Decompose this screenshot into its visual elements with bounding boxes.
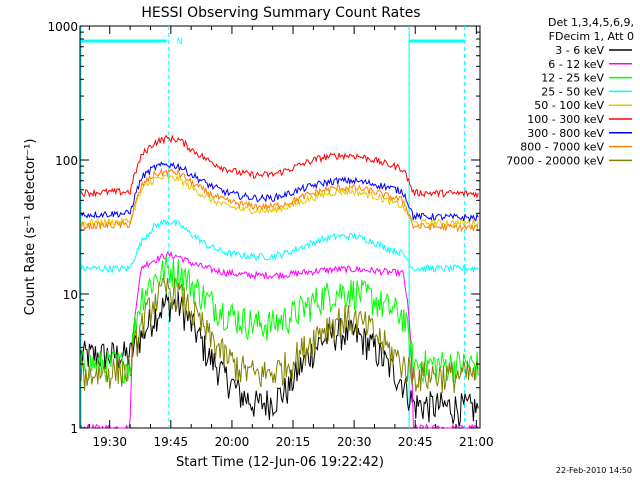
- legend-label: 800 - 7000 keV: [520, 141, 604, 154]
- x-tick-label: 19:45: [154, 435, 189, 449]
- x-tick-label: 21:00: [459, 435, 494, 449]
- x-tick-label: 19:30: [92, 435, 127, 449]
- legend-header-line-1: Det 1,3,4,5,6,9,: [548, 16, 634, 29]
- series-line-1: [80, 250, 479, 430]
- plot-frame: [79, 25, 481, 429]
- legend-label: 12 - 25 keV: [541, 72, 604, 85]
- x-tick-label: 20:00: [215, 435, 250, 449]
- y-tick-label: 1000: [47, 20, 78, 34]
- series-layer: [80, 134, 479, 430]
- series-line-7: [80, 167, 479, 233]
- legend-label: 100 - 300 keV: [527, 113, 604, 126]
- series-line-0: [80, 291, 479, 427]
- y-tick-label: 10: [63, 288, 78, 302]
- x-tick-label: 20:15: [276, 435, 311, 449]
- x-axis-label: Start Time (12-Jun-06 19:22:42): [176, 455, 384, 470]
- legend-label: 25 - 50 keV: [541, 85, 604, 98]
- legend-label: 7000 - 20000 keV: [506, 154, 604, 167]
- x-tick-label: 20:45: [398, 435, 433, 449]
- series-line-5: [80, 134, 479, 200]
- y-tick-label: 100: [55, 154, 78, 168]
- legend-label: 300 - 800 keV: [527, 127, 604, 140]
- legend-label: 6 - 12 keV: [548, 58, 604, 71]
- series-line-6: [80, 161, 479, 223]
- orbit-boundaries: N: [80, 26, 466, 428]
- series-line-2: [80, 256, 479, 384]
- series-line-8: [80, 277, 479, 394]
- legend-label: 50 - 100 keV: [534, 99, 604, 112]
- chart-title: HESSI Observing Summary Count Rates: [141, 5, 420, 21]
- legend-header-line-2: FDecim 1, Att 0: [549, 30, 634, 43]
- footer-date: 22-Feb-2010 14:50: [556, 466, 632, 475]
- y-axis-label: Count Rate (s⁻¹ detector⁻¹): [23, 139, 38, 316]
- legend-label: 3 - 6 keV: [555, 44, 604, 57]
- y-tick-label: 1: [70, 422, 78, 436]
- series-line-3: [80, 219, 479, 274]
- x-tick-label: 20:30: [337, 435, 372, 449]
- night-marker-label: N: [177, 37, 183, 46]
- axis-ticks: 1 10 100 1000 19:30 19:45 20:00 20:15 20:30 20:45…: [47, 20, 493, 449]
- series-line-4: [80, 174, 479, 228]
